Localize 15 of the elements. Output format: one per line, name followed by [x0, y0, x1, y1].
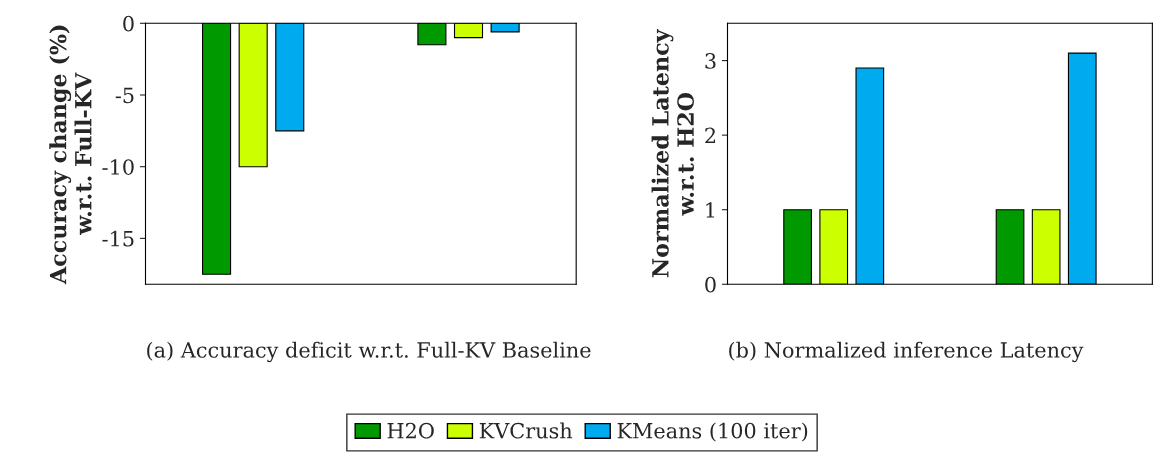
y-axis-title: Accuracy change (%) w.r.t. Full-KV: [49, 25, 92, 285]
y-tick-label: 0: [705, 276, 716, 293]
y-tick-label: -15: [102, 230, 134, 247]
y-tick-label: 1: [706, 202, 715, 218]
legend-label: KMeans (100 iter): [617, 422, 808, 442]
legend-label: KVCrush: [479, 422, 573, 439]
y-tick-label: 0: [123, 15, 134, 32]
y-tick-label: 3: [705, 53, 716, 69]
y-tick-label: -10: [102, 159, 134, 175]
y-axis-title: Normalized Latency w.r.t. H2O: [651, 28, 694, 278]
y-tick-label: -5: [115, 87, 134, 104]
text: (a) Accuracy deficit w.r.t. Full-KV Baseline: [147, 341, 591, 363]
y-tick-label: 2: [705, 127, 716, 144]
text: (b) Normalized inference Latency: [729, 341, 1084, 363]
legend-label: H2O: [387, 422, 434, 439]
